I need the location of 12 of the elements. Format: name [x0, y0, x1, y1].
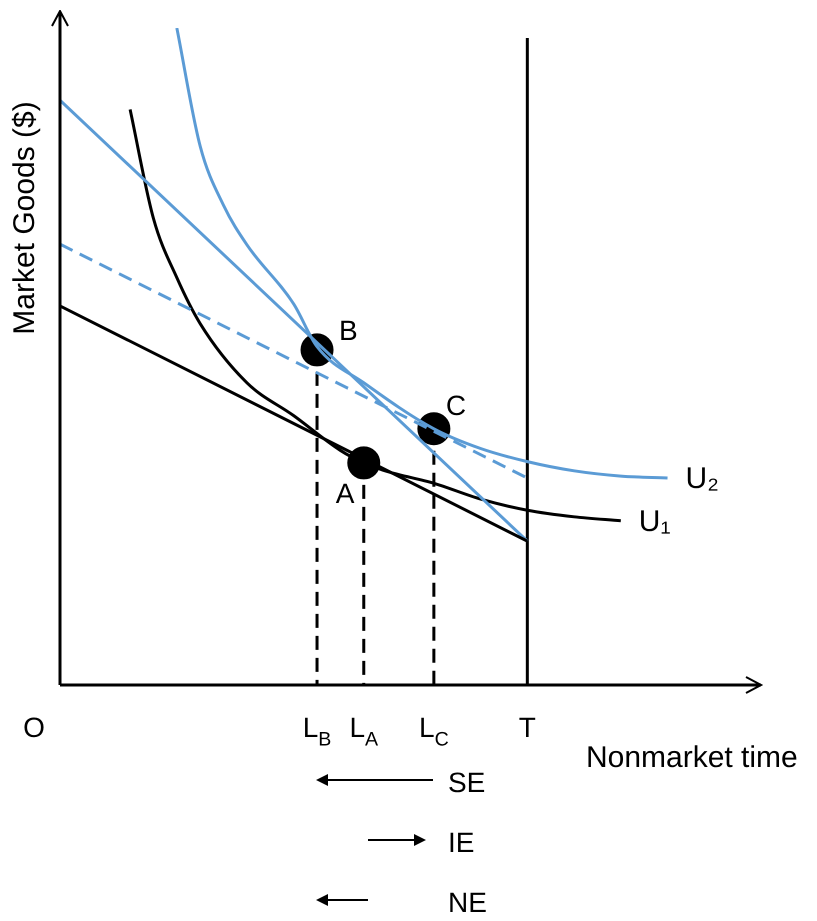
x-tick-label: O	[23, 712, 45, 743]
text: NE	[448, 887, 487, 918]
annotation: A	[336, 478, 355, 509]
y-axis-title: Market Goods ($)	[8, 101, 41, 335]
x-tick-label: T	[518, 712, 536, 743]
annotation: B	[339, 314, 358, 346]
text: SE	[448, 767, 486, 798]
series-label: U₂	[686, 462, 719, 496]
x-axis-title: Nonmarket time	[586, 741, 798, 774]
series-label: U₁	[638, 504, 671, 538]
annotation: C	[446, 390, 466, 421]
text: IE	[448, 827, 474, 858]
